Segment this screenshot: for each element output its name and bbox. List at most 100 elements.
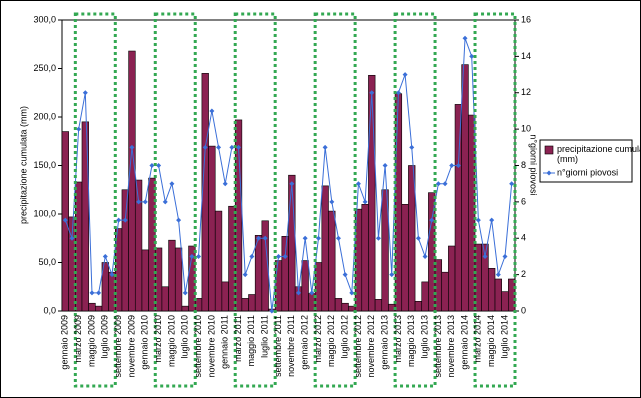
bar	[134, 179, 143, 312]
line-marker	[369, 90, 375, 96]
line-marker	[335, 235, 341, 241]
line-marker	[329, 199, 335, 205]
bar	[281, 236, 289, 312]
bar	[461, 64, 469, 312]
x-tick-label: maggio 2012	[326, 315, 336, 367]
highlight-box	[473, 12, 517, 388]
highlight-box	[393, 12, 437, 388]
bar	[441, 271, 449, 312]
line-marker	[482, 253, 488, 259]
bar	[381, 189, 389, 312]
line-marker	[229, 144, 235, 150]
line-marker	[435, 181, 441, 187]
x-tick-label: novembre 2012	[366, 315, 376, 378]
x-tick-label: luglio 2011	[260, 315, 270, 358]
bar	[408, 165, 416, 312]
legend-marker	[546, 170, 552, 176]
legend-label: precipitazione cumulata(mm)	[557, 144, 641, 164]
line-marker	[375, 235, 381, 241]
line-marker	[236, 144, 242, 150]
bar	[414, 300, 423, 312]
line-marker	[242, 272, 248, 278]
line-marker	[82, 90, 88, 96]
bar	[121, 189, 129, 312]
line-marker	[455, 163, 461, 168]
line-marker	[62, 217, 68, 223]
line-marker	[475, 217, 481, 223]
line-marker	[282, 253, 288, 259]
y-tick-label: 200,0	[33, 111, 56, 121]
y2-tick-label: 6	[521, 196, 526, 206]
x-tick-label: maggio 2014	[486, 315, 496, 367]
bar	[374, 299, 383, 312]
bar	[221, 281, 229, 312]
y-tick-label: 50,0	[38, 257, 56, 267]
bar	[261, 220, 269, 312]
x-tick-label: maggio 2010	[166, 315, 176, 367]
line-marker	[149, 163, 155, 168]
line-marker	[76, 126, 82, 132]
line-marker	[156, 163, 162, 168]
x-tick-label: settembre 2012	[353, 315, 363, 378]
line-marker	[415, 235, 421, 241]
line-marker	[355, 181, 361, 187]
line-marker	[116, 217, 122, 223]
line-marker	[176, 217, 182, 223]
line-marker	[295, 290, 301, 296]
x-tick-label: maggio 2013	[406, 315, 416, 367]
bar	[334, 298, 343, 312]
x-tick-label: luglio 2014	[499, 315, 509, 359]
bar	[241, 298, 249, 312]
line-marker	[162, 199, 168, 205]
x-tick-label: luglio 2009	[100, 315, 110, 359]
line-marker	[289, 181, 295, 187]
line-marker	[442, 181, 448, 187]
line-marker	[349, 290, 355, 296]
line-marker	[269, 308, 275, 314]
x-tick-label: gennaio 2014	[459, 315, 469, 370]
x-tick-label: novembre 2009	[126, 315, 136, 378]
x-tick-label: marzo 2013	[393, 315, 403, 363]
x-tick-label: novembre 2011	[286, 315, 296, 377]
legend-box	[539, 139, 633, 183]
line-marker	[495, 272, 501, 278]
x-tick-label: gennaio 2009	[60, 315, 70, 370]
legend: precipitazione cumulata(mm) n°giorni piov…	[539, 139, 641, 183]
bar	[214, 210, 223, 312]
highlight-box	[73, 12, 117, 388]
y2-tick-label: 2	[521, 269, 526, 279]
x-tick-label: marzo 2010	[153, 315, 163, 363]
x-tick-label: marzo 2014	[473, 315, 483, 363]
line-marker	[169, 181, 175, 187]
x-tick-label: settembre 2010	[193, 315, 203, 378]
line-marker	[102, 253, 108, 259]
legend-label-part: (mm)	[557, 154, 578, 164]
line-marker	[429, 217, 435, 223]
line-marker	[249, 253, 255, 259]
y-tick-label: 150,0	[33, 160, 56, 170]
highlight-box	[233, 12, 277, 388]
line-marker	[309, 290, 315, 296]
y2-tick-label: 4	[521, 233, 526, 243]
line-marker	[276, 253, 282, 259]
line-marker	[142, 199, 148, 205]
line-marker	[489, 217, 495, 223]
x-tick-label: settembre 2013	[433, 315, 443, 378]
y2-tick-label: 12	[521, 87, 531, 97]
y2-tick-label: 14	[521, 51, 531, 61]
y-tick-label: 300,0	[33, 14, 56, 24]
line-marker	[202, 144, 208, 150]
line-marker	[109, 272, 115, 278]
line-marker	[89, 290, 95, 296]
line-marker	[196, 253, 202, 259]
bar	[501, 291, 509, 312]
bar	[288, 174, 296, 312]
line-marker	[262, 235, 268, 241]
line-marker	[382, 163, 388, 168]
y-axis-title: precipitazione cumulata (mm)	[18, 106, 28, 224]
y-tick-label: 250,0	[33, 63, 56, 73]
y2-tick-label: 8	[521, 160, 526, 170]
line-marker	[136, 199, 142, 205]
bar	[488, 268, 496, 312]
